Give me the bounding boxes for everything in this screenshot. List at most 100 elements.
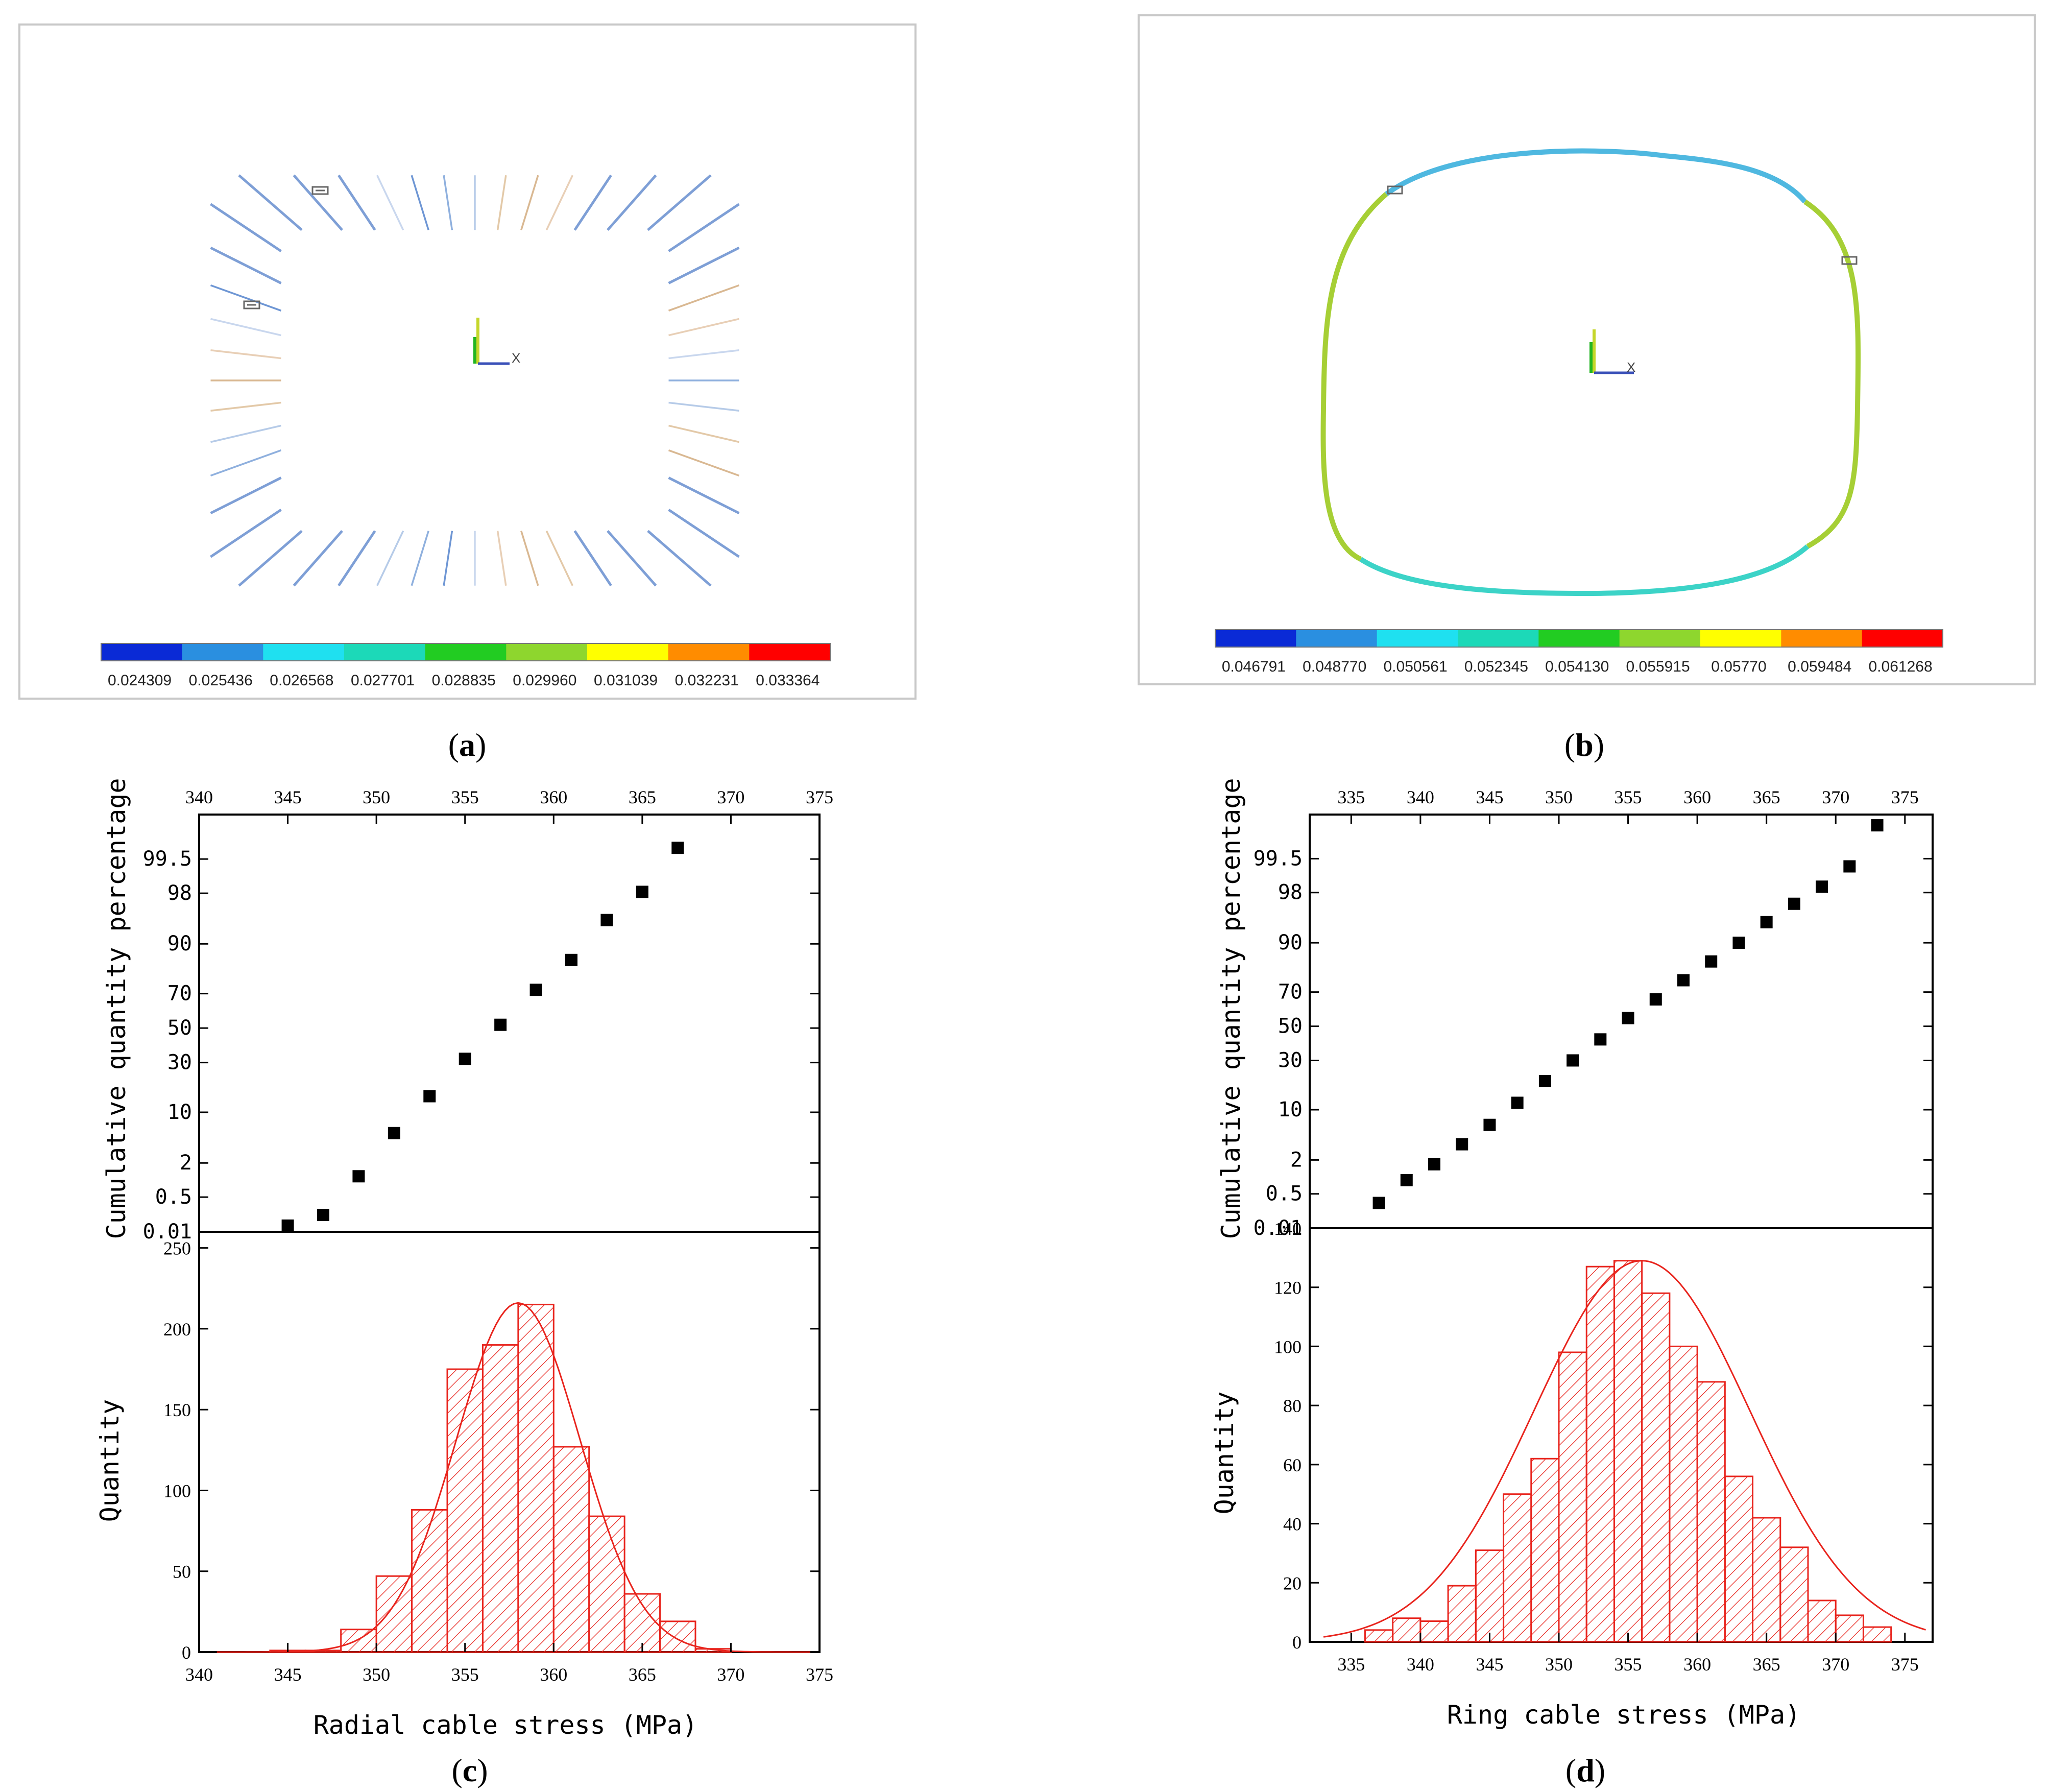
x-tick-label-top: 345 [274,787,302,807]
radial-cable-line [668,349,739,360]
radial-cable-line [573,530,612,587]
x-tick-label-top: 375 [806,787,833,807]
xlabel-c: Radial cable stress (MPa) [314,1710,698,1740]
radial-cable-line [496,531,507,586]
ring-cable [1320,148,1861,596]
radial-cable-line [607,530,657,587]
data-point [459,1053,471,1065]
colorbar-label: 0.032231 [675,672,739,689]
panel-d: 99.5 98 90 70 50 30 10 2 0.5 0.01 335 340 345 350 355 3… [1210,778,1934,1730]
radial-cable-line [411,175,429,230]
y-tick-label: 0 [1292,1632,1302,1653]
y-tick-label: 0.01 [143,1220,192,1244]
data-point [317,1208,329,1221]
x-tick-label-top: 355 [1615,787,1642,807]
colorbar-b: 0.046791 0.048770 0.050561 0.052345 0.054130… [1215,629,1943,675]
x-tick-label: 350 [363,1664,390,1685]
radial-cable-line [210,246,282,284]
data-point [1428,1158,1440,1170]
caption-c: (c) [451,1752,488,1788]
node-marker-1 [311,186,329,195]
y-tick-label: 120 [1274,1278,1302,1298]
y-tick-label: 80 [1283,1396,1302,1416]
data-point [494,1018,507,1031]
data-point [388,1127,400,1139]
x-tick-label: 370 [717,1664,744,1685]
radial-cable-line [668,449,740,477]
y-tick-label: 2 [1290,1148,1303,1172]
y-tick-label: 30 [1278,1048,1303,1072]
panel-c: 99.5 98 90 70 50 30 10 2 0.5 0.01 340 345 350 355 360 3… [95,778,833,1740]
y-tick-label: 70 [167,982,192,1006]
histogram-bar [517,1303,555,1653]
colorbar-label: 0.061268 [1869,658,1933,675]
data-point [1372,1197,1385,1209]
y-tick-label: 0.5 [155,1185,192,1209]
histogram-bar [588,1515,625,1653]
x-tick-label-top: 355 [451,787,479,807]
x-tick-label-top: 365 [629,787,656,807]
data-point [1622,1012,1634,1024]
colorbar-segment [182,643,264,661]
colorbar-label: 0.054130 [1545,658,1609,675]
histogram-bar [1752,1517,1781,1643]
panel-a-frame [18,23,917,700]
y-tick-label: 50 [167,1016,192,1040]
fit-curve [216,1302,811,1653]
y-tick-label: 90 [167,932,192,955]
caption-a: (a) [448,727,487,763]
data-point [1400,1174,1413,1187]
histogram-bar [1419,1620,1449,1643]
histogram-bar [1807,1599,1837,1643]
radial-cable-line [210,203,282,252]
colorbar-label: 0.048770 [1303,658,1366,675]
radial-cable-line [443,175,453,230]
radial-cable-line [210,401,281,412]
radial-cable-line [443,531,453,586]
histogram-bar [1641,1292,1671,1643]
colorbar-segment [425,643,507,661]
triad-x-label-b: X [1627,360,1635,375]
colorbar-label: 0.028835 [432,672,496,689]
data-point [565,953,577,966]
x-tick-label: 340 [1407,1654,1434,1675]
colorbar-segment [1862,630,1943,647]
x-tick-label-top: 345 [1476,787,1503,807]
x-tick-label: 375 [806,1664,833,1685]
radial-cable-line [647,530,712,587]
y-tick-label: 50 [1278,1015,1303,1038]
x-tick-label: 345 [1476,1654,1503,1675]
radial-cable-line [607,174,657,231]
radial-cable-line [668,509,740,558]
data-point [1871,819,1884,832]
colorbar-label: 0.024309 [108,672,172,689]
colorbar-segment [263,643,345,661]
y-tick-label: 200 [163,1319,191,1340]
radial-cable-line [210,318,281,337]
plot-frame [1309,814,1934,1229]
data-point [352,1170,365,1183]
data-point [1511,1096,1524,1109]
x-tick-label-top: 340 [1407,787,1434,807]
y-tick-label: 2 [180,1151,192,1175]
histogram-bar [1447,1585,1477,1643]
xlabel-d: Ring cable stress (MPa) [1447,1700,1800,1730]
data-point [600,914,613,926]
x-tick-label-top: 370 [717,787,744,807]
colorbar-label: 0.029960 [513,672,576,689]
ylabel-c-bottom: Quantity [95,1399,125,1522]
x-tick-label: 360 [1683,1654,1711,1675]
radial-cable-line [376,530,404,586]
colorbar-segment [1619,630,1701,647]
data-point [636,886,648,898]
data-point [1760,916,1773,928]
probability-plot-d: 99.5 98 90 70 50 30 10 2 0.5 0.01 335 340 345 350 355 3… [1254,787,1934,1240]
data-point [529,984,542,996]
colorbar-label: 0.059484 [1788,658,1851,675]
data-point [671,842,684,854]
histogram-bar [1530,1458,1560,1643]
panel-b: X 0.046791 0.048770 0.050561 0.052345 0.0541… [1138,14,2036,685]
y-tick-label: 98 [167,881,192,905]
radial-cable-line [376,175,404,231]
histogram-bar [481,1344,519,1653]
